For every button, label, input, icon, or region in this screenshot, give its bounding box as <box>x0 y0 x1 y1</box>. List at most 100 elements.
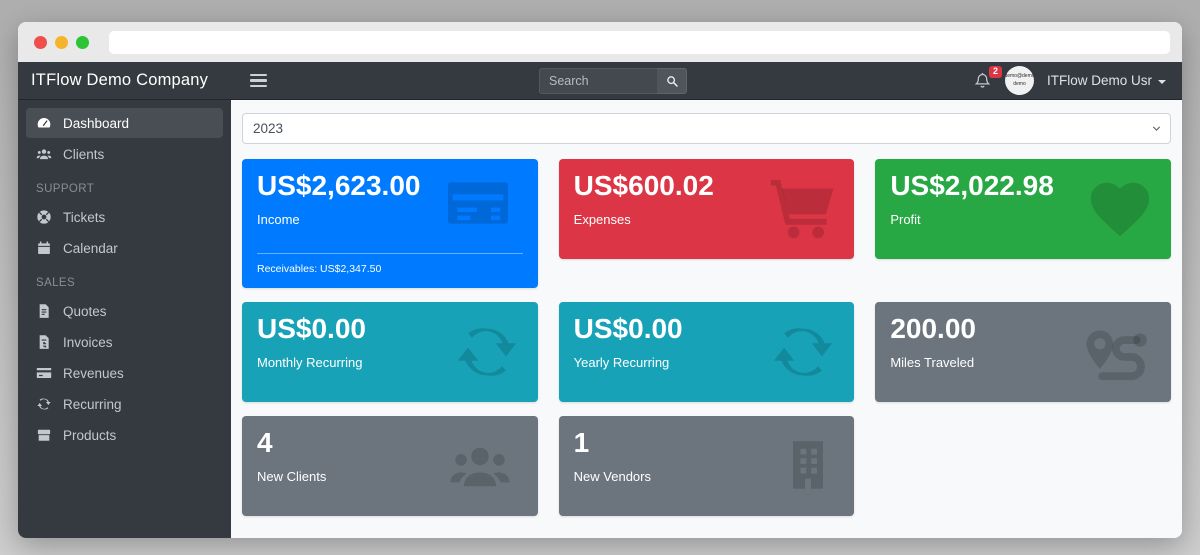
credit-card-icon <box>447 182 508 224</box>
search-input[interactable] <box>539 68 657 94</box>
card-value: US$600.02 <box>573 170 714 201</box>
url-bar[interactable] <box>109 30 1170 54</box>
notifications-button[interactable]: 2 <box>973 66 1002 90</box>
sidebar-item-label: Recurring <box>63 396 122 412</box>
navbar-main: 2 demo@demo demo ITFlow Demo Usr <box>231 62 1182 99</box>
card-label: New Clients <box>257 468 327 484</box>
avatar[interactable]: demo@demo demo <box>1004 66 1034 95</box>
card-label: Profit <box>890 211 921 227</box>
card-yearly-recurring[interactable]: US$0.00 Yearly Recurring <box>558 302 855 402</box>
zoom-button[interactable] <box>76 35 89 49</box>
tachometer-icon <box>37 118 51 128</box>
sync-icon <box>457 328 516 376</box>
card-new-vendors[interactable]: 1 New Vendors <box>558 416 855 516</box>
sidebar: Dashboard Clients SUPPORT <box>18 100 231 538</box>
card-income[interactable]: US$2,623.00 Income Receivables: US$2,347… <box>242 159 538 288</box>
card-body: US$2,623.00 Income <box>257 170 523 253</box>
card-monthly-recurring[interactable]: US$0.00 Monthly Recurring <box>242 302 538 402</box>
heart-icon <box>1090 182 1150 237</box>
card-label: Miles Traveled <box>890 354 975 370</box>
sidebar-item-tickets[interactable]: Tickets <box>26 202 223 232</box>
sync-icon <box>774 328 833 376</box>
browser-window: ITFlow Demo Company <box>18 22 1182 538</box>
card-label: New Vendors <box>573 468 651 484</box>
sidebar-item-label: Tickets <box>63 209 106 225</box>
card-new-clients[interactable]: 4 New Clients <box>242 416 538 516</box>
browser-toolbar <box>18 22 1182 62</box>
file-invoice-icon <box>39 335 49 349</box>
hamburger-bar <box>250 79 267 82</box>
card-body: 1 New Vendors <box>573 427 840 484</box>
search-button[interactable] <box>657 68 687 94</box>
shopping-cart-icon <box>771 179 834 239</box>
user-dropdown[interactable]: ITFlow Demo Usr <box>1047 73 1166 88</box>
sidebar-item-label: Calendar <box>63 240 118 256</box>
sidebar-item-label: Dashboard <box>63 115 130 131</box>
sidebar-item-recurring[interactable]: Recurring <box>26 389 223 419</box>
card-body: 200.00 Miles Traveled <box>890 313 1156 370</box>
sidebar-section-header: SUPPORT <box>36 183 95 195</box>
window-controls <box>34 35 89 49</box>
sidebar-item-calendar[interactable]: Calendar <box>26 233 223 263</box>
card-value: 4 <box>257 427 273 458</box>
card-body: US$600.02 Expenses <box>573 170 840 227</box>
card-value: 200.00 <box>890 313 976 344</box>
user-name: ITFlow Demo Usr <box>1046 73 1152 88</box>
users-icon <box>450 447 510 487</box>
bell-icon <box>974 72 991 88</box>
life-ring-icon <box>37 210 51 224</box>
top-navbar: ITFlow Demo Company <box>18 62 1182 100</box>
search-group <box>539 68 687 94</box>
hamburger-bar <box>250 73 267 77</box>
notification-count-badge: 2 <box>988 66 1002 78</box>
sidebar-section-header: SALES <box>36 277 76 289</box>
sidebar-item-clients[interactable]: Clients <box>26 139 223 169</box>
card-label: Income <box>257 211 300 227</box>
hamburger-icon[interactable] <box>250 73 267 88</box>
sidebar-item-quotes[interactable]: Quotes <box>26 296 223 326</box>
box-icon <box>37 429 51 441</box>
card-expenses[interactable]: US$600.02 Expenses <box>558 159 855 259</box>
avatar-text: demo@demo <box>1004 73 1034 79</box>
card-body: US$0.00 Yearly Recurring <box>573 313 840 370</box>
route-icon <box>1086 330 1147 381</box>
year-filter: 2023 <box>242 113 1171 144</box>
card-value: 1 <box>573 427 590 458</box>
card-body: 4 New Clients <box>257 427 523 484</box>
sidebar-item-dashboard[interactable]: Dashboard <box>26 108 223 138</box>
sidebar-item-label: Products <box>63 427 117 443</box>
card-profit[interactable]: US$2,022.98 Profit <box>875 159 1171 259</box>
card-value: US$2,022.98 <box>890 170 1054 201</box>
year-select[interactable]: 2023 <box>242 113 1171 144</box>
card-footer: Receivables: US$2,347.50 <box>257 253 523 276</box>
card-label: Yearly Recurring <box>573 354 670 370</box>
main-content: 2023 US$2,623.00 Income Receivables: US$… <box>231 100 1182 538</box>
users-icon <box>36 149 52 160</box>
avatar-text: demo <box>1013 80 1026 87</box>
navbar-right: 2 demo@demo demo ITFlow Demo Usr <box>973 66 1166 95</box>
sidebar-item-label: Revenues <box>63 365 124 381</box>
card-body: US$0.00 Monthly Recurring <box>257 313 523 370</box>
sync-icon <box>37 398 51 410</box>
sidebar-item-label: Invoices <box>63 334 113 350</box>
calendar-icon <box>38 241 50 254</box>
sidebar-item-label: Clients <box>63 146 105 162</box>
card-value: US$0.00 <box>257 313 366 344</box>
file-alt-icon <box>39 304 49 318</box>
sidebar-item-label: Quotes <box>63 303 107 319</box>
card-label: Monthly Recurring <box>257 354 363 370</box>
hamburger-bar <box>250 84 267 88</box>
sidebar-item-products[interactable]: Products <box>26 420 223 450</box>
credit-card-icon <box>36 368 52 378</box>
caret-down-icon <box>1158 79 1166 84</box>
card-value: US$2,623.00 <box>257 170 421 201</box>
close-button[interactable] <box>34 35 47 49</box>
building-icon <box>793 441 824 489</box>
sidebar-item-revenues[interactable]: Revenues <box>26 358 223 388</box>
sidebar-item-invoices[interactable]: Invoices <box>26 327 223 357</box>
card-miles-traveled[interactable]: 200.00 Miles Traveled <box>875 302 1171 402</box>
card-body: US$2,022.98 Profit <box>890 170 1156 227</box>
minimize-button[interactable] <box>55 35 68 49</box>
sidebar-brand[interactable]: ITFlow Demo Company <box>31 71 209 89</box>
dashboard-cards: US$2,623.00 Income Receivables: US$2,347… <box>242 159 1171 516</box>
